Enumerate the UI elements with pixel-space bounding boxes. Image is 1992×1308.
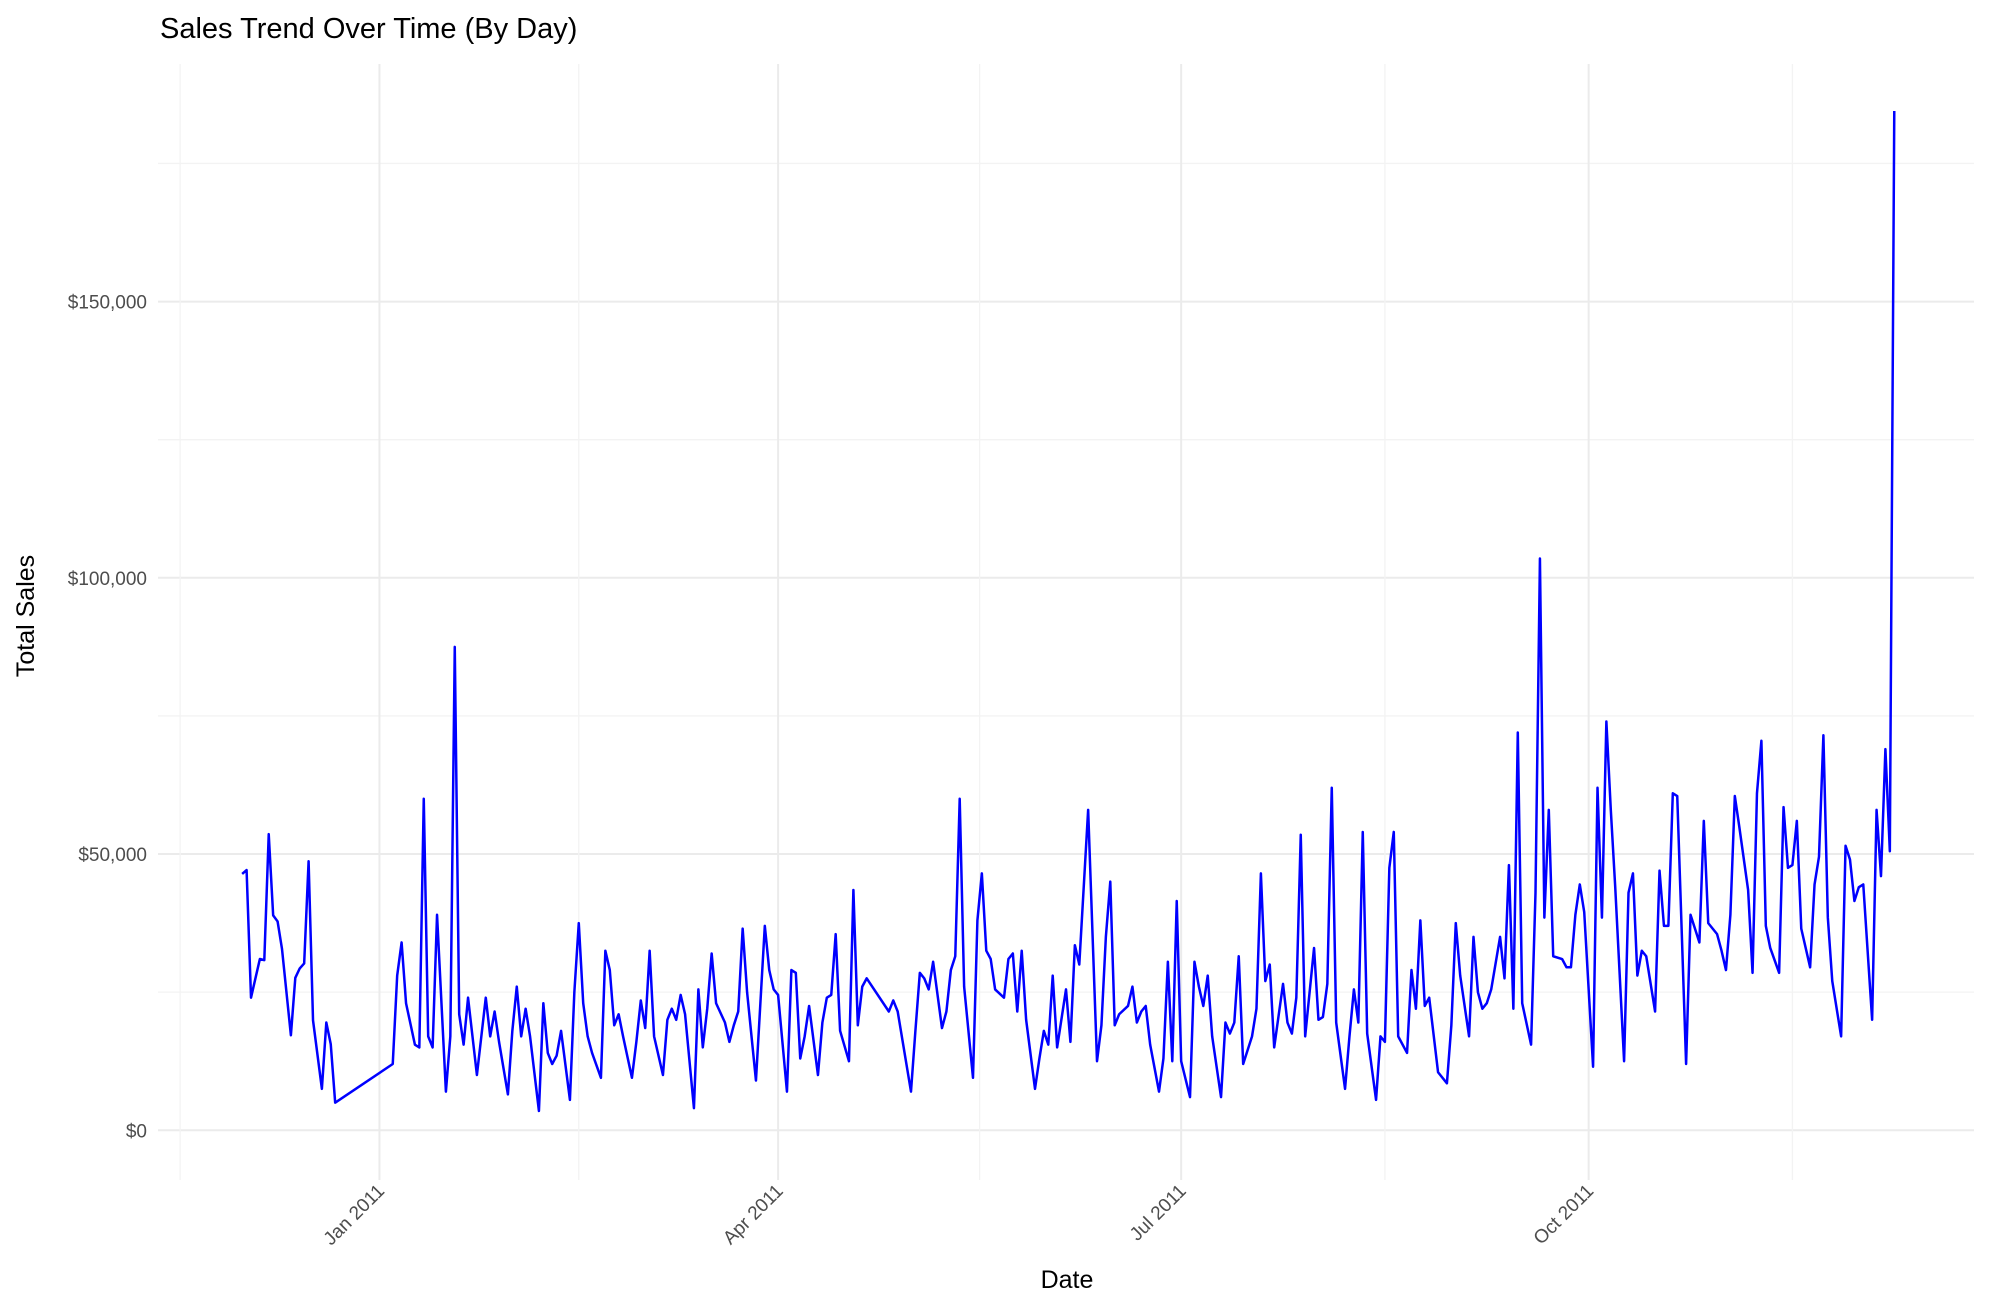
- axis-labels: $0 $50,000 $100,000 $150,000 Jan 2011 Apr 201…: [68, 293, 1598, 1250]
- y-tick-label: $0: [126, 1121, 147, 1142]
- y-tick-label: $100,000: [68, 569, 147, 590]
- x-tick-label: Apr 2011: [719, 1181, 787, 1249]
- grid: [158, 64, 1974, 1180]
- plot-area: [241, 110, 1896, 1113]
- sales-line: [241, 110, 1896, 1113]
- y-tick-label: $50,000: [78, 845, 147, 866]
- x-tick-label: Jan 2011: [320, 1181, 389, 1250]
- x-tick-label: Jul 2011: [1126, 1181, 1191, 1246]
- y-tick-label: $150,000: [68, 293, 147, 314]
- chart-title: Sales Trend Over Time (By Day): [160, 13, 577, 45]
- x-tick-label: Oct 2011: [1530, 1181, 1598, 1249]
- x-axis-title: Date: [1041, 1266, 1094, 1294]
- y-axis-title: Total Sales: [12, 555, 40, 677]
